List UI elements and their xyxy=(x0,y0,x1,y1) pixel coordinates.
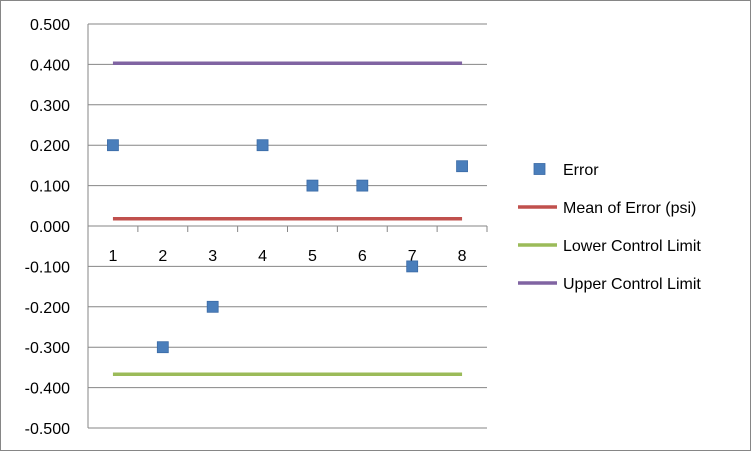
series-layer xyxy=(107,61,468,377)
x-tick-label: 5 xyxy=(308,248,317,265)
legend-label-upper-control-limit: Upper Control Limit xyxy=(563,276,701,293)
error-point xyxy=(406,260,419,273)
y-tick-label: 0.200 xyxy=(30,138,70,155)
y-tick-label: -0.100 xyxy=(25,259,70,276)
x-tick-label: 1 xyxy=(108,248,117,265)
error-point xyxy=(107,139,119,152)
x-axis-tick-labels: 1 2 3 4 5 6 7 8 xyxy=(108,248,466,265)
y-tick-label: -0.500 xyxy=(25,421,70,438)
error-point xyxy=(456,160,468,173)
x-tick-label: 3 xyxy=(208,248,217,265)
error-point xyxy=(306,179,319,192)
x-tick-label: 8 xyxy=(458,248,467,265)
legend-label-mean-of-error-psi: Mean of Error (psi) xyxy=(563,200,696,217)
axes xyxy=(87,24,488,428)
legend: Error Mean of Error (psi) Lower Control Li… xyxy=(518,162,701,293)
x-tick-label: 6 xyxy=(358,248,367,265)
y-tick-label: -0.300 xyxy=(25,340,70,357)
x-tick-label: 4 xyxy=(258,248,267,265)
error-point xyxy=(206,300,219,313)
y-tick-label: 0.100 xyxy=(30,179,70,196)
legend-marker-error xyxy=(533,163,546,175)
x-tick-label: 2 xyxy=(158,248,167,265)
y-tick-label: -0.200 xyxy=(25,300,70,317)
y-tick-label: 0.400 xyxy=(30,57,70,74)
y-axis-tick-labels: 0.500 0.400 0.300 0.200 0.100 0.000 -0.100 -0.2… xyxy=(25,17,70,438)
y-tick-label: 0.500 xyxy=(30,17,70,34)
y-tick-label: 0.300 xyxy=(30,98,70,115)
y-tick-label: 0.000 xyxy=(30,219,70,236)
legend-label-lower-control-limit: Lower Control Limit xyxy=(563,238,701,255)
x-tick-label: 7 xyxy=(408,248,417,265)
legend-label-error: Error xyxy=(563,162,599,179)
error-point xyxy=(356,179,369,192)
error-point xyxy=(156,341,169,354)
error-point xyxy=(256,139,269,152)
y-tick-label: -0.400 xyxy=(25,381,70,398)
